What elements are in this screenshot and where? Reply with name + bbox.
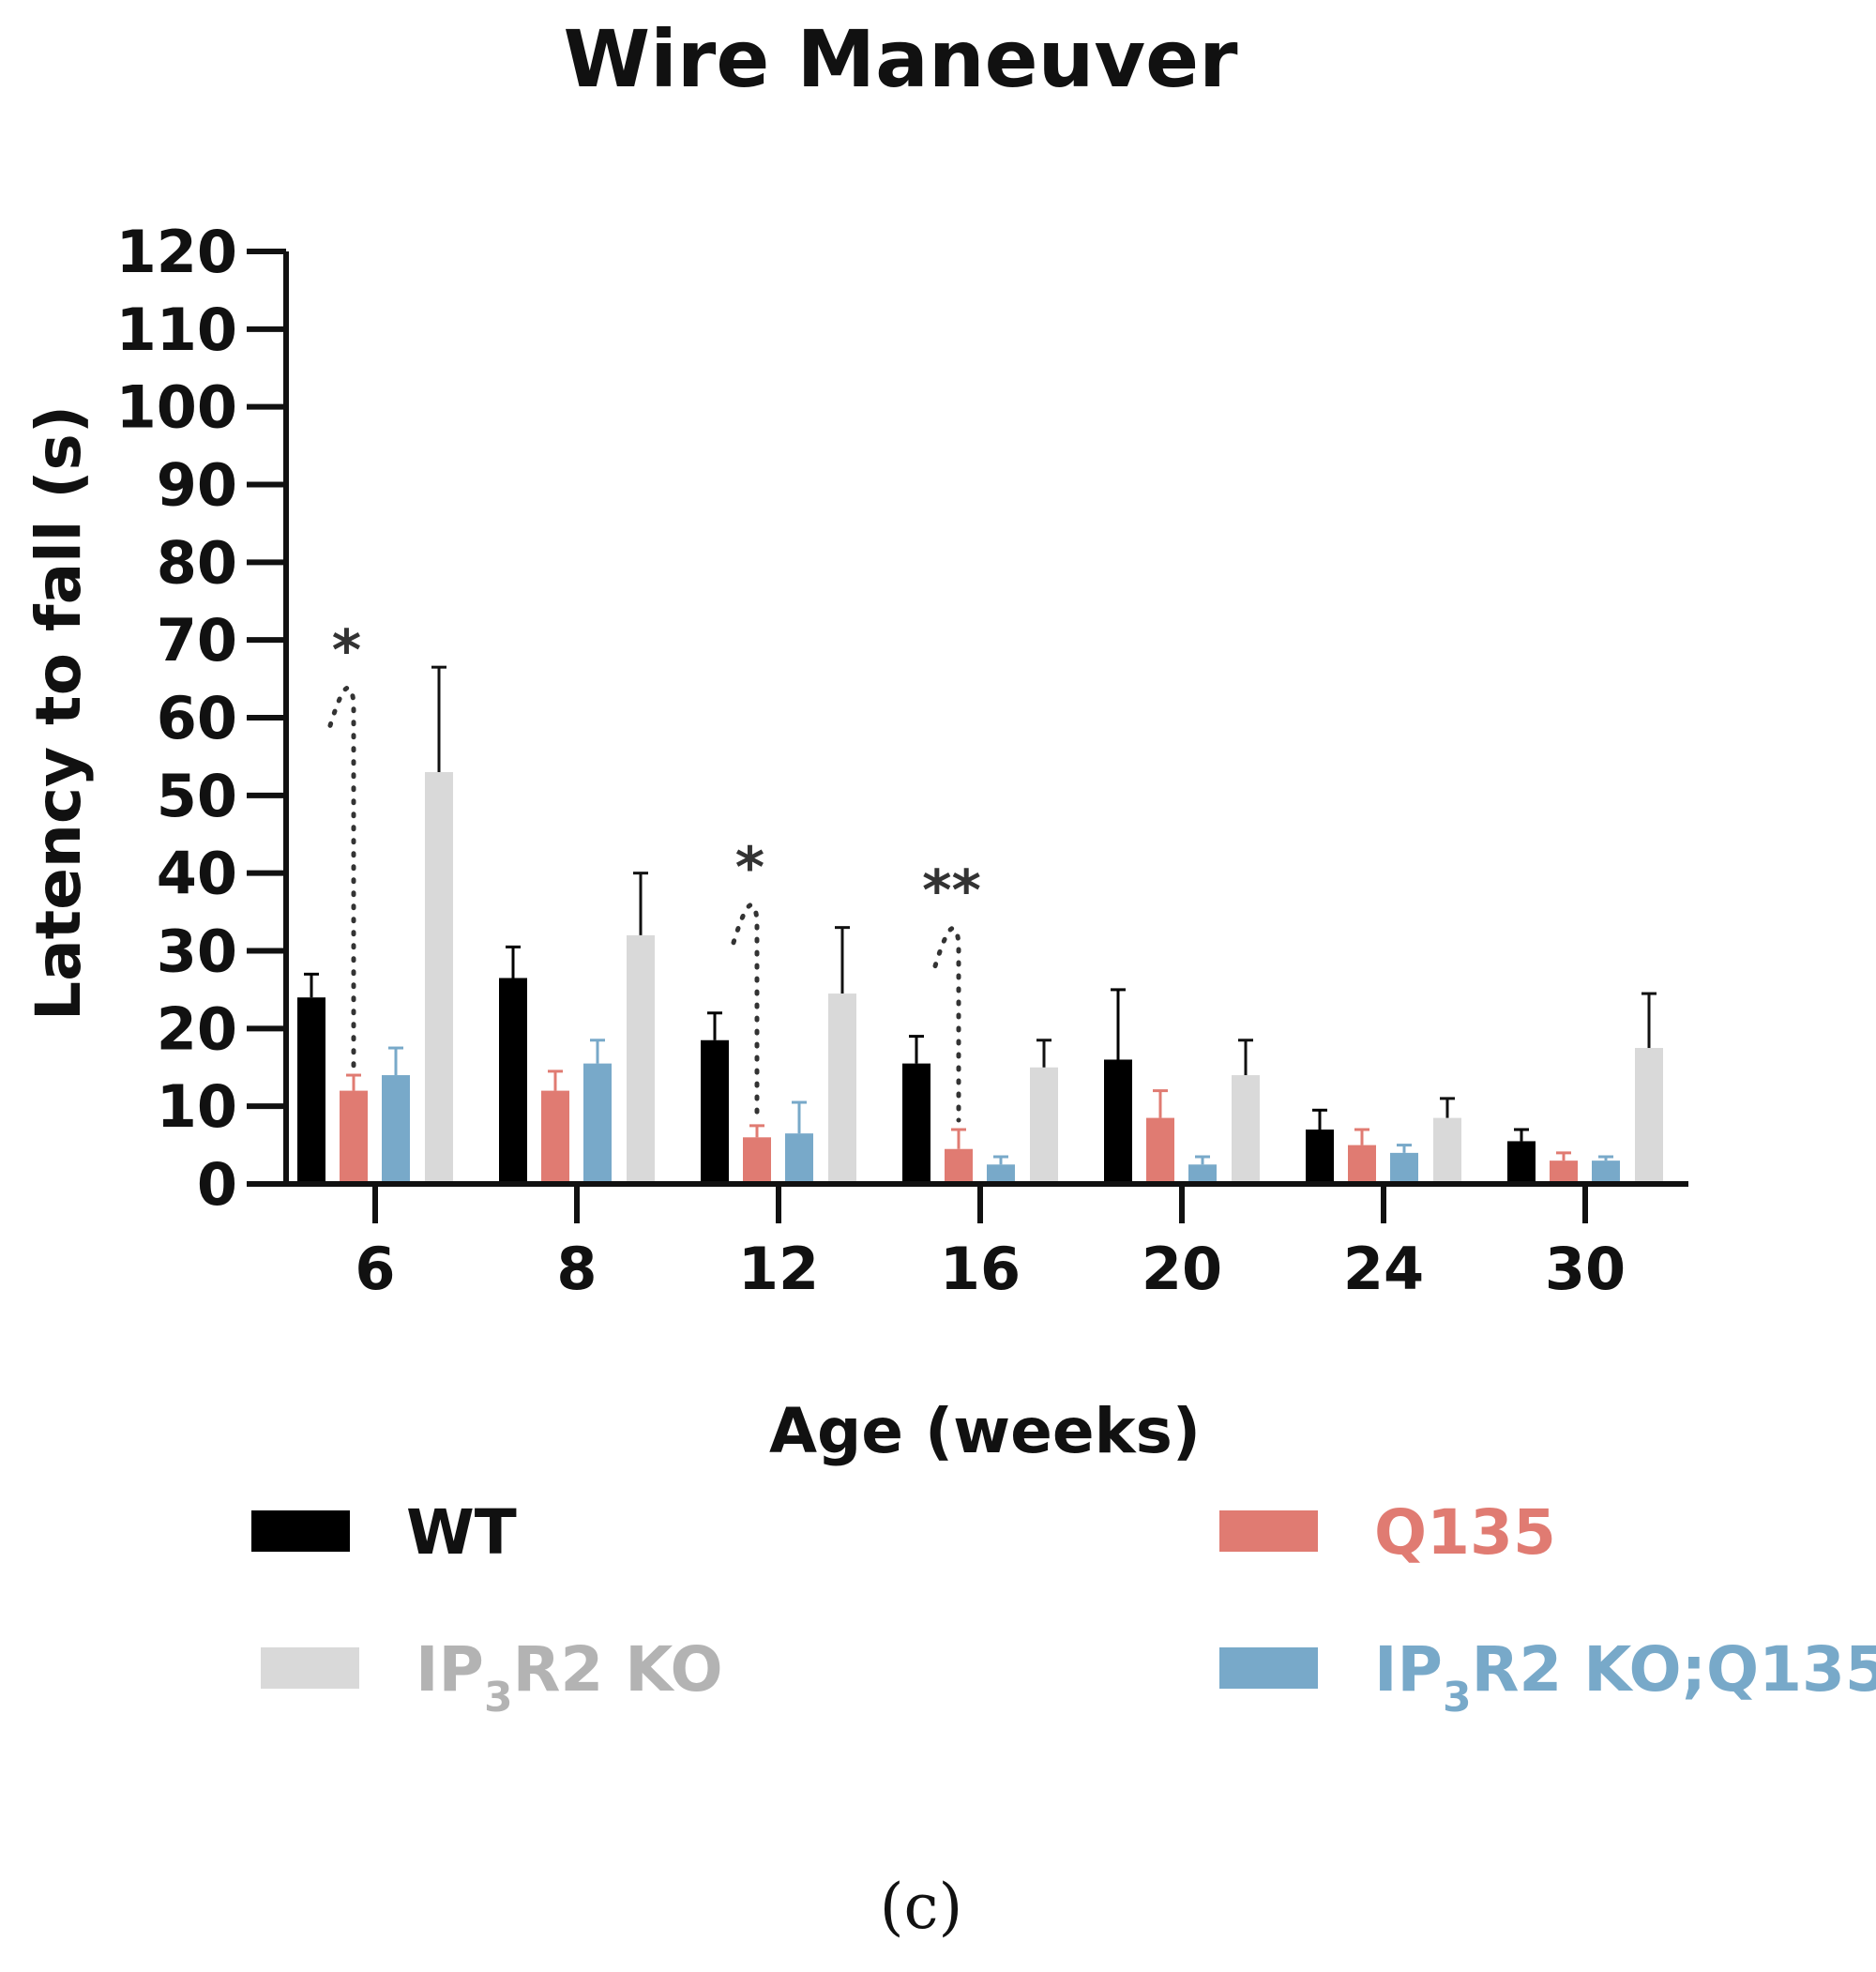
x-tick-label-8: 8 [556,1235,597,1303]
bar-30-series-1 [1550,1160,1578,1184]
y-tick-label-110: 110 [116,296,237,364]
y-tick-label-10: 10 [157,1072,237,1141]
bar-6-series-3 [425,771,453,1184]
chart-title: Wire Maneuver [563,13,1238,105]
plot-area: 0 10 20 30 40 50 60 70 80 90 100 110 120 6 8 12 16 20 24 30… [116,218,1688,1303]
y-tick-label-50: 50 [157,762,237,830]
y-axis-title: Latency to fall (s) [23,405,95,1021]
y-tick-label-40: 40 [157,840,237,908]
legend: WT Q135 IP3R2 KO IP3R2 KO;Q135 [251,1496,1876,1722]
panel-label: (c) [880,1871,962,1943]
x-tick-label-30: 30 [1545,1235,1626,1303]
legend-label-0: WT [406,1496,517,1569]
bar-6-series-1 [340,1090,368,1184]
bar-16-series-2 [987,1164,1015,1184]
bar-24-series-3 [1433,1117,1461,1184]
x-tick-label-12: 12 [738,1235,819,1303]
bar-30-series-2 [1592,1160,1620,1184]
significance-label-12: * [735,835,764,901]
bar-6-series-2 [382,1075,410,1184]
x-tick-label-6: 6 [355,1235,395,1303]
significance-bracket-16 [932,925,961,1123]
bar-20-series-3 [1232,1075,1260,1184]
bar-12-series-2 [785,1133,813,1184]
legend-swatch-1 [1219,1510,1318,1552]
bar-8-series-3 [627,934,655,1184]
y-tick-label-70: 70 [157,606,237,675]
legend-label-2: IP3R2 KO [416,1633,723,1722]
bar-8-series-2 [583,1063,612,1184]
y-tick-label-80: 80 [157,528,237,597]
significance-label-16: ** [922,858,981,924]
bar-16-series-1 [945,1148,973,1184]
bar-12-series-3 [828,994,856,1184]
significance-label-6: * [332,617,361,683]
bar-24-series-0 [1306,1130,1334,1184]
bar-12-series-0 [701,1039,729,1184]
y-tick-label-120: 120 [116,218,237,286]
bar-30-series-3 [1635,1048,1663,1184]
y-tick-label-60: 60 [157,684,237,752]
bar-24-series-1 [1348,1145,1376,1184]
bar-12-series-1 [743,1137,771,1184]
y-tick-label-0: 0 [197,1150,237,1219]
significance-bracket-6 [327,685,356,1069]
legend-label-1: Q135 [1374,1496,1556,1569]
y-tick-label-100: 100 [116,373,237,442]
bar-8-series-0 [499,978,527,1184]
bar-8-series-1 [541,1090,569,1184]
bar-6-series-0 [297,997,325,1184]
x-tick-label-20: 20 [1142,1235,1222,1303]
x-tick-label-24: 24 [1343,1235,1424,1303]
y-tick-label-30: 30 [157,918,237,986]
x-tick-label-16: 16 [940,1235,1021,1303]
bar-16-series-3 [1030,1067,1058,1184]
bar-24-series-2 [1390,1152,1418,1184]
bar-16-series-0 [902,1063,930,1184]
significance-bracket-12 [731,903,760,1119]
legend-swatch-3 [1219,1647,1318,1689]
y-tick-label-90: 90 [157,451,237,520]
legend-label-3: IP3R2 KO;Q135 [1374,1633,1876,1722]
legend-swatch-0 [251,1510,350,1552]
x-axis-title: Age (weeks) [769,1395,1201,1467]
y-tick-label-20: 20 [157,994,237,1063]
bar-20-series-1 [1146,1117,1174,1184]
legend-swatch-2 [261,1647,359,1689]
bar-20-series-2 [1188,1164,1217,1184]
bar-20-series-0 [1104,1059,1132,1184]
bar-30-series-0 [1507,1141,1536,1184]
